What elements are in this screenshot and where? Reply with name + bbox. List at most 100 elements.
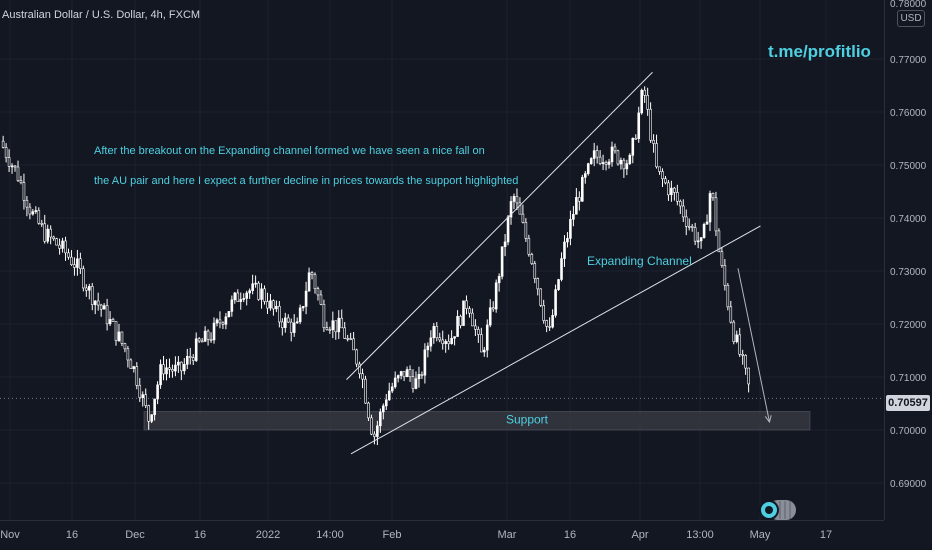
candle-body	[307, 272, 311, 292]
trend-drawings[interactable]: Expanding Channel	[346, 71, 772, 455]
candle-body	[283, 317, 287, 328]
candle-body	[557, 279, 560, 290]
candle-body	[171, 369, 174, 372]
time-axis[interactable]: Nov 16 Dec 16 2022 14:00 Feb Mar 16 Apr 13:00 May 17	[0, 529, 832, 541]
candle-body	[22, 182, 26, 201]
candle-body	[361, 373, 364, 380]
candle-body	[370, 417, 373, 435]
time-tick-label: 16	[564, 529, 576, 541]
candle-body	[364, 378, 367, 404]
candle-body	[355, 349, 358, 365]
candle-body	[87, 286, 91, 291]
candle-body	[188, 356, 192, 358]
candle-body	[251, 283, 254, 291]
candle-body	[444, 341, 447, 345]
last-price-label: 0.70597	[886, 395, 930, 411]
symbol-title[interactable]: Australian Dollar / U.S. Dollar, 4h, FXC…	[2, 9, 201, 21]
candle-body	[598, 156, 602, 164]
candle-body	[494, 282, 498, 310]
candle-body	[548, 326, 551, 328]
candle-body	[7, 157, 11, 167]
time-tick-label: 13:00	[686, 529, 714, 541]
time-tick-label: 17	[820, 529, 832, 541]
candle-body	[474, 325, 477, 330]
candle-body	[185, 356, 189, 365]
candle-body	[646, 95, 649, 110]
candle-body	[708, 193, 712, 223]
candle-body	[658, 166, 661, 172]
candle-body	[183, 364, 186, 372]
candle-body	[426, 345, 430, 351]
candle-body	[123, 343, 127, 350]
price-tick-label: 0.71000	[890, 373, 927, 384]
candle-body	[613, 146, 617, 152]
currency-badge[interactable]: USD	[897, 10, 925, 27]
price-scale-border	[884, 0, 885, 520]
candle-body	[655, 143, 658, 168]
candle-body	[453, 336, 456, 339]
candle-body	[177, 361, 180, 366]
candle-body	[52, 236, 55, 239]
candle-body	[126, 348, 130, 361]
candle-body	[521, 213, 525, 223]
support-label: Support	[506, 412, 549, 426]
candle-body	[215, 319, 219, 324]
candle-body	[482, 349, 486, 353]
candle-body	[402, 371, 406, 378]
candle-body	[120, 331, 124, 344]
candle-body	[281, 321, 284, 328]
candle-body	[637, 112, 641, 139]
tradingview-logo-icon[interactable]	[758, 498, 798, 522]
time-tick-label: Mar	[498, 529, 517, 541]
candle-body	[625, 163, 629, 170]
candle-body	[4, 147, 8, 158]
candle-body	[512, 196, 516, 202]
candle-body	[346, 338, 349, 340]
candle-body	[551, 315, 554, 328]
candle-body	[399, 371, 403, 376]
candle-body	[509, 201, 513, 218]
candle-body	[76, 258, 79, 268]
candle-body	[212, 322, 216, 341]
candle-body	[690, 226, 694, 228]
candle-body	[313, 274, 317, 289]
candle-body	[340, 317, 344, 329]
candle-body	[298, 307, 302, 323]
candle-body	[245, 292, 248, 299]
candle-body	[10, 165, 14, 168]
candle-body	[560, 258, 563, 280]
candle-body	[46, 228, 50, 242]
candle-body	[497, 276, 501, 284]
candle-body	[373, 433, 376, 437]
candle-body	[108, 319, 112, 325]
candle-body	[156, 384, 159, 400]
price-axis[interactable]: 0.77000 0.76000 0.75000 0.74000 0.73000 0.720…	[890, 0, 927, 490]
candle-body	[159, 364, 162, 386]
candle-body	[506, 216, 510, 243]
support-zone	[143, 411, 811, 431]
candle-body	[337, 317, 341, 333]
candle-body	[652, 139, 655, 144]
candle-body	[221, 322, 225, 325]
candle-body	[628, 155, 632, 164]
candle-body	[174, 364, 177, 372]
candle-body	[132, 366, 136, 369]
candle-body	[239, 299, 243, 302]
candle-body	[670, 187, 673, 196]
candle-body	[194, 338, 198, 361]
candle-body	[13, 165, 17, 168]
candle-body	[491, 307, 495, 310]
brand-link-text: t.me/profitlio	[768, 42, 871, 61]
channel-lower-line	[350, 225, 761, 455]
time-tick-label: Apr	[631, 529, 648, 541]
time-tick-label: 14:00	[316, 529, 344, 541]
candle-body	[99, 304, 103, 310]
candle-body	[732, 321, 736, 342]
candle-body	[569, 219, 572, 239]
candle-body	[141, 394, 145, 398]
candle-body	[233, 292, 237, 301]
candle-body	[191, 357, 195, 361]
candle-body	[310, 272, 314, 276]
time-tick-label: 16	[194, 529, 206, 541]
